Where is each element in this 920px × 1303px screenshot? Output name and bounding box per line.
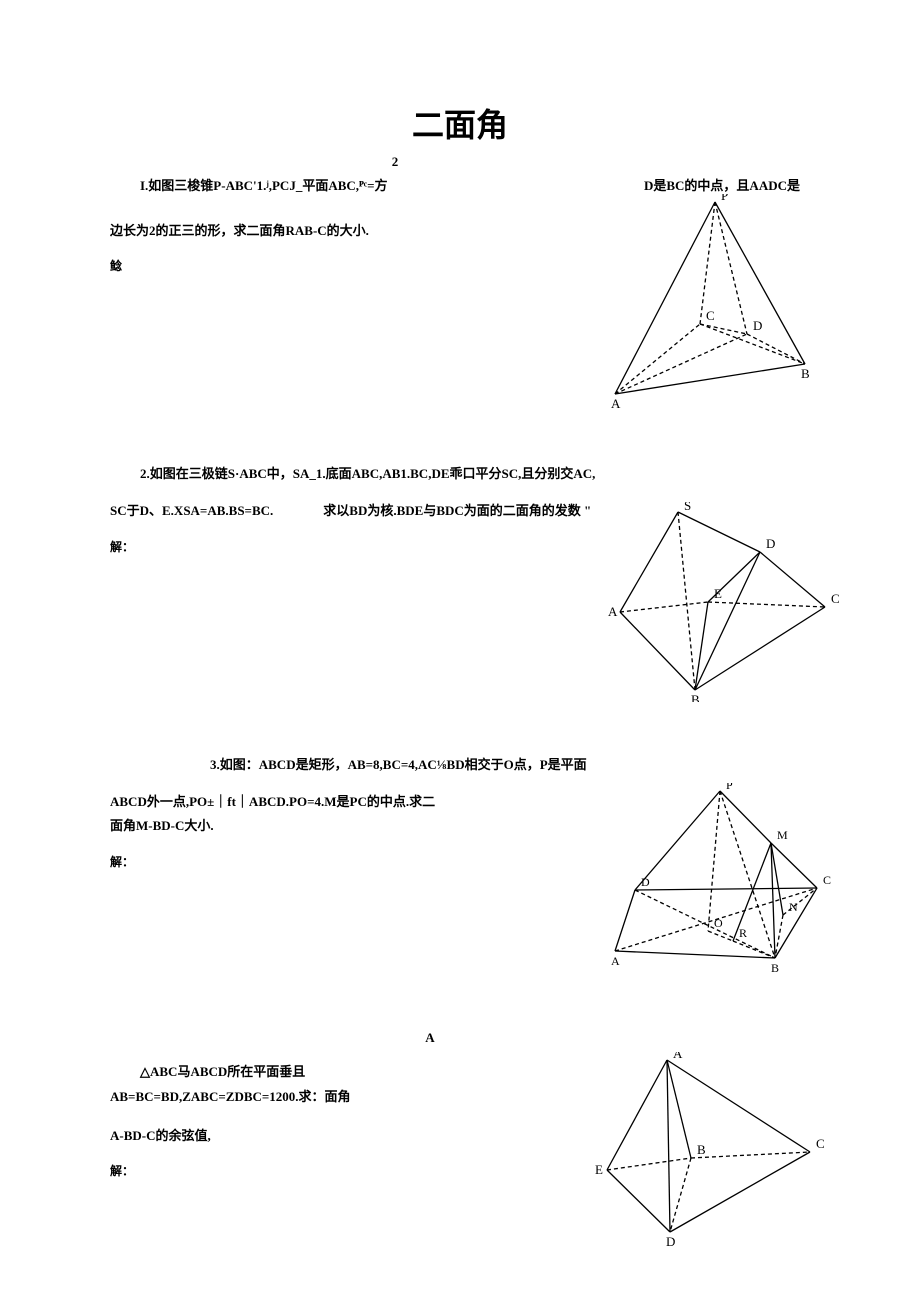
p4-label-a: A bbox=[50, 1030, 810, 1046]
svg-text:P: P bbox=[721, 194, 728, 203]
p3-svg: P D C A B M O R N bbox=[605, 783, 840, 978]
page-title: 二面角 bbox=[110, 100, 810, 146]
svg-text:P: P bbox=[726, 783, 733, 792]
svg-text:D: D bbox=[766, 536, 775, 551]
p2-line1: 2.如图在三极链S·ABC中，SA_1.底面ABC,AB1.BC,DE乖口平分S… bbox=[140, 464, 810, 485]
p1-solution-label: 鲶 bbox=[110, 257, 495, 274]
p2-line2-right: 求以BD为核.BDE与BDC为面的二面角的发数 " bbox=[323, 499, 591, 524]
p1-line2: 边长为2的正三的形，求二面角RAB-C的大小. bbox=[110, 219, 495, 244]
svg-text:A: A bbox=[608, 604, 618, 619]
p4-solution-label: 解： bbox=[110, 1162, 544, 1179]
p4-line2: AB=BC=BD,ZABC=ZDBC=1200.求：面角 bbox=[110, 1085, 544, 1110]
problem-2: 2.如图在三极链S·ABC中，SA_1.底面ABC,AB1.BC,DE乖口平分S… bbox=[110, 464, 810, 728]
p1-figure: P A B C D bbox=[595, 194, 830, 409]
svg-text:R: R bbox=[739, 926, 747, 940]
svg-text:A: A bbox=[611, 396, 621, 409]
p3-line2b: 面角M-BD-C大小. bbox=[110, 814, 544, 839]
p4-svg: A E B C D bbox=[595, 1052, 830, 1247]
svg-text:B: B bbox=[801, 366, 810, 381]
problem-3: 3.如图：ABCD是矩形，AB=8,BC=4,AC⅛BD相交于O点，P是平面 P… bbox=[110, 755, 810, 1004]
svg-text:A: A bbox=[673, 1052, 683, 1061]
p2-figure: S A B C D E bbox=[600, 502, 840, 702]
svg-text:N: N bbox=[789, 900, 798, 914]
p3-solution-label: 解： bbox=[110, 853, 544, 870]
p3-line1: 3.如图：ABCD是矩形，AB=8,BC=4,AC⅛BD相交于O点，P是平面 bbox=[210, 755, 810, 776]
svg-text:D: D bbox=[753, 318, 762, 333]
p4-figure: A E B C D bbox=[595, 1052, 830, 1247]
problem-4: A AEBCD △ABC马ABCD所在平面垂且 AB=BC=BD,ZABC=ZD… bbox=[110, 1030, 810, 1303]
svg-text:A: A bbox=[611, 954, 620, 968]
superscript-2: 2 bbox=[0, 154, 810, 170]
svg-text:B: B bbox=[691, 692, 700, 702]
p2-line2-left: SC于D、E.XSA=AB.BS=BC. bbox=[110, 499, 273, 524]
svg-text:E: E bbox=[714, 586, 722, 601]
svg-text:M: M bbox=[777, 828, 788, 842]
svg-text:C: C bbox=[831, 591, 840, 606]
svg-text:B: B bbox=[697, 1142, 706, 1157]
p1-svg: P A B C D bbox=[595, 194, 830, 409]
svg-text:O: O bbox=[714, 916, 723, 930]
p2-svg: S A B C D E bbox=[600, 502, 840, 702]
p3-line2a: ABCD外一点,PO±｜ft｜ABCD.PO=4.M是PC的中点.求二 bbox=[110, 790, 544, 815]
svg-text:D: D bbox=[666, 1234, 675, 1247]
p3-figure: P D C A B M O R N bbox=[605, 783, 840, 978]
svg-text:B: B bbox=[771, 961, 779, 975]
svg-text:C: C bbox=[706, 308, 715, 323]
problem-1: I.如图三梭锥P-ABC'1.ʲ,PCJ_平面ABC,ᴾᶜ=方 D是BC的中点，… bbox=[110, 176, 810, 438]
p4-line1: △ABC马ABCD所在平面垂且 bbox=[140, 1060, 544, 1085]
svg-text:C: C bbox=[823, 873, 831, 887]
svg-text:E: E bbox=[595, 1162, 603, 1177]
svg-text:C: C bbox=[816, 1136, 825, 1151]
svg-text:S: S bbox=[684, 502, 691, 513]
p1-line1-left: I.如图三梭锥P-ABC'1.ʲ,PCJ_平面ABC,ᴾᶜ=方 bbox=[140, 176, 388, 197]
p4-line3: A-BD-C的余弦值, bbox=[110, 1124, 544, 1149]
svg-text:D: D bbox=[641, 875, 650, 889]
